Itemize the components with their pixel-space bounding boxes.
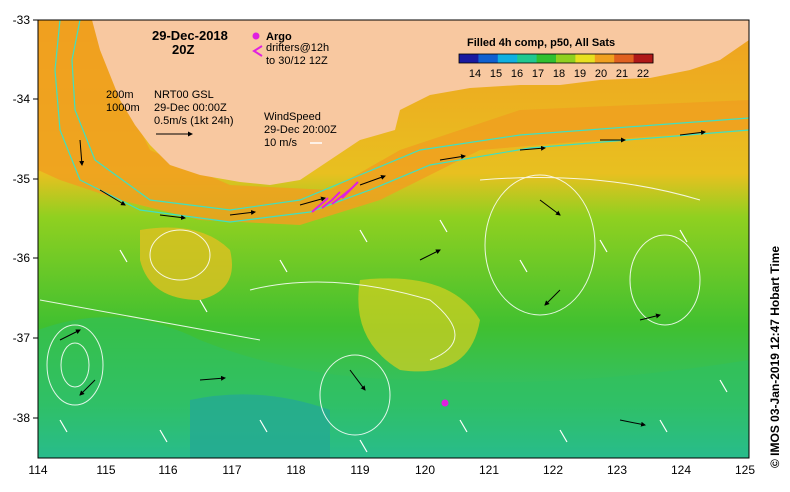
colorbar-tick-label: 21 [616,68,628,80]
colorbar-swatch [594,54,615,63]
drifter-legend-icon [252,45,263,57]
x-tick-label: 117 [222,463,241,477]
x-tick-label: 122 [543,463,563,477]
colorbar-tick-label: 22 [637,68,649,80]
colorbar-frame [458,53,654,64]
colorbar-swatch [556,54,576,63]
y-tick-label: -33 [13,13,31,27]
colorbar-tick-label: 17 [532,68,544,80]
y-tick-label: -34 [13,92,31,106]
sea-level-contours [39,174,701,436]
x-tick-label: 119 [350,463,369,477]
argo-legend-icon [252,32,260,40]
drifter-legend-line1: drifters@12h [266,42,329,54]
y-tick-label: -38 [13,411,31,425]
wind-ref-line1: WindSpeed [264,111,321,123]
colorbar-tick-label: 14 [469,68,481,80]
colorbar-swatch [614,54,635,63]
colorbar-tick-label: 20 [595,68,607,80]
x-tick-label: 114 [28,463,47,477]
x-axis: 114 115 116 117 118 119 120 121 122 123 … [28,463,755,477]
colorbar-tick-label: 16 [511,68,523,80]
y-tick-label: -35 [13,172,31,186]
colorbar-tick-label: 15 [490,68,502,80]
colorbar-tick-label: 18 [553,68,565,80]
current-ref-line2: 29-Dec 00:00Z [154,102,227,114]
colorbar-swatch [575,54,596,63]
x-tick-label: 116 [158,463,177,477]
colorbar-swatch [517,54,538,63]
current-ref-line3: 0.5m/s (1kt 24h) [154,115,233,127]
colorbar-swatch [497,54,518,63]
cool-band [38,317,749,458]
x-tick-label: 121 [479,463,499,477]
warm-eddy [140,227,232,300]
x-tick-label: 123 [607,463,627,477]
colorbar-swatch [633,54,654,63]
isobath-label-200m: 200m [106,89,134,101]
colorbar-swatch [459,54,479,63]
plot-frame [37,19,750,459]
wind-vectors [59,219,728,453]
drifter-legend-line2: to 30/12 12Z [266,55,328,67]
x-tick-label: 125 [735,463,755,477]
current-ref-line1: NRT00 GSL [154,89,214,101]
colorbar-swatch [478,54,499,63]
x-tick-label: 115 [96,463,115,477]
copyright-credit: © IMOS 03-Jan-2019 12:47 Hobart Time [768,246,782,468]
x-tick-label: 120 [415,463,435,477]
y-tick-label: -36 [13,251,31,265]
x-tick-label: 118 [286,463,305,477]
current-vectors [59,129,706,427]
x-tick-label: 124 [671,463,691,477]
date-label: 29-Dec-2018 [152,28,228,43]
colorbar-title: Filled 4h comp, p50, All Sats [467,37,615,49]
map-plot [38,20,749,458]
y-axis: -33 -34 -35 -36 -37 -38 [13,13,38,425]
wind-ref-line3: 10 m/s [264,137,298,149]
isobath-1000m [54,20,749,223]
wind-ref-line2: 29-Dec 20:00Z [264,124,337,136]
argo-legend-label: Argo [266,31,292,43]
time-label: 20Z [172,42,194,57]
isobath-200m [71,20,749,211]
y-tick-label: -37 [13,331,31,345]
drifter-tracks [311,181,359,213]
argo-float-marker [441,399,449,407]
colorbar-swatch [536,54,557,63]
colorbar: Filled 4h comp, p50, All Sats 14 15 16 17 18… [458,37,654,80]
colorbar-tick-label: 19 [574,68,586,80]
isobath-label-1000m: 1000m [106,102,140,114]
